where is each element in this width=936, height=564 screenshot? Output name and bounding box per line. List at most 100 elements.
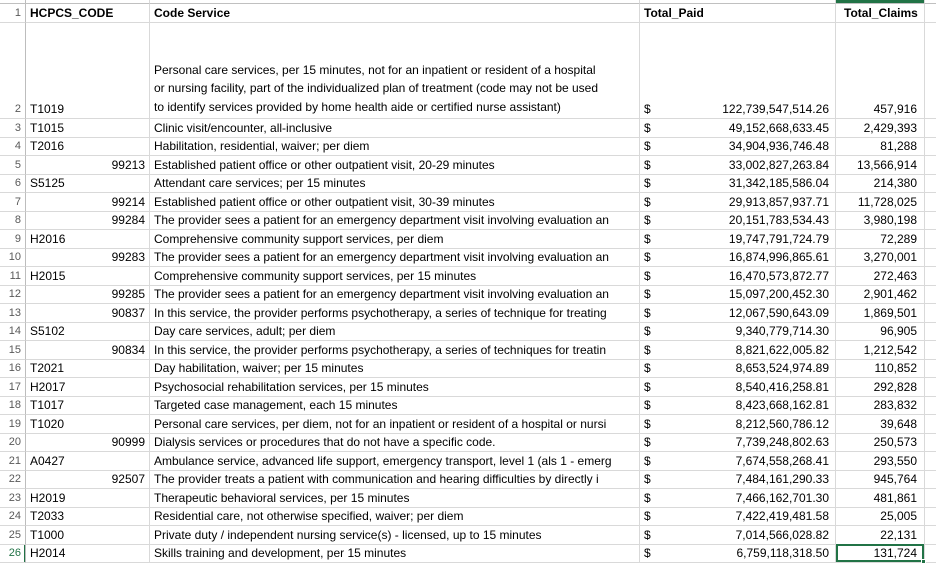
cell-empty[interactable] (925, 23, 936, 119)
cell-service[interactable]: Established patient office or other outp… (150, 193, 640, 212)
cell-service[interactable]: Dialysis services or procedures that do … (150, 433, 640, 452)
row-number[interactable]: 22 (0, 470, 26, 489)
cell-empty[interactable] (925, 434, 936, 452)
cell-paid[interactable]: $31,342,185,586.04 (640, 174, 836, 193)
row-number[interactable]: 15 (0, 341, 26, 360)
cell-paid[interactable]: $6,759,118,318.50 (640, 544, 836, 563)
cell-paid[interactable]: $7,739,248,802.63 (640, 433, 836, 452)
row-number[interactable]: 1 (0, 4, 26, 23)
cell-paid[interactable]: $49,152,668,633.45 (640, 119, 836, 138)
cell-empty[interactable] (925, 489, 936, 508)
cell-hcpcs[interactable]: 92507 (26, 470, 150, 489)
cell-empty[interactable] (925, 119, 936, 138)
cell-hcpcs[interactable]: A0427 (26, 452, 150, 471)
cell-hcpcs[interactable]: S5125 (26, 174, 150, 193)
row-number[interactable]: 8 (0, 211, 26, 230)
cell-empty[interactable] (925, 341, 936, 360)
cell-paid[interactable]: $8,212,560,786.12 (640, 415, 836, 434)
row-number[interactable]: 21 (0, 452, 26, 471)
row-number[interactable]: 13 (0, 304, 26, 323)
cell-claims[interactable]: 110,852 (836, 359, 925, 378)
cell-empty[interactable] (925, 415, 936, 434)
cell-empty[interactable] (925, 471, 936, 489)
cell-claims[interactable]: 96,905 (836, 322, 925, 341)
cell-empty[interactable] (925, 508, 936, 526)
cell-paid[interactable]: $16,874,996,865.61 (640, 248, 836, 267)
cell-claims[interactable]: 81,288 (836, 137, 925, 156)
cell-hcpcs[interactable]: 90999 (26, 433, 150, 452)
cell-hcpcs[interactable]: H2017 (26, 378, 150, 397)
row-number[interactable]: 5 (0, 156, 26, 175)
cell-hcpcs[interactable]: S5102 (26, 322, 150, 341)
cell-hcpcs[interactable]: 99283 (26, 248, 150, 267)
cell-hcpcs[interactable]: 99284 (26, 211, 150, 230)
cell-claims[interactable]: 1,212,542 (836, 341, 925, 360)
cell-empty[interactable] (925, 138, 936, 156)
row-number[interactable]: 3 (0, 119, 26, 138)
cell-paid[interactable]: $122,739,547,514.26 (640, 23, 836, 119)
cell-paid[interactable]: $20,151,783,534.43 (640, 211, 836, 230)
row-number[interactable]: 19 (0, 415, 26, 434)
cell-hcpcs[interactable]: T1000 (26, 526, 150, 545)
cell-empty[interactable] (925, 230, 936, 249)
cell-paid[interactable]: $15,097,200,452.30 (640, 285, 836, 304)
row-number[interactable]: 9 (0, 230, 26, 249)
cell-paid[interactable]: $8,821,622,005.82 (640, 341, 836, 360)
cell-empty[interactable] (925, 286, 936, 304)
cell-empty[interactable] (925, 175, 936, 193)
cell-hcpcs[interactable]: 99213 (26, 156, 150, 175)
cell-empty[interactable] (925, 397, 936, 415)
cell-hcpcs[interactable]: T1020 (26, 415, 150, 434)
fill-handle[interactable] (921, 559, 926, 564)
cell-service[interactable]: In this service, the provider performs p… (150, 304, 640, 323)
row-number[interactable]: 7 (0, 193, 26, 212)
row-number[interactable]: 25 (0, 526, 26, 545)
cell-claims[interactable]: 292,828 (836, 378, 925, 397)
cell-service[interactable]: Day care services, adult; per diem (150, 322, 640, 341)
cell-claims[interactable]: 1,869,501 (836, 304, 925, 323)
cell-claims[interactable]: 945,764 (836, 470, 925, 489)
cell-hcpcs[interactable]: 90837 (26, 304, 150, 323)
cell-hcpcs[interactable]: H2019 (26, 489, 150, 508)
row-number[interactable]: 14 (0, 322, 26, 341)
cell-paid[interactable]: $8,423,668,162.81 (640, 396, 836, 415)
column-c-header[interactable] (640, 0, 836, 4)
cell-claims[interactable]: 2,901,462 (836, 285, 925, 304)
cell-service[interactable]: Personal care services, per diem, not fo… (150, 415, 640, 434)
cell-service[interactable]: Personal care services, per 15 minutes, … (150, 23, 640, 119)
cell-claims[interactable]: 39,648 (836, 415, 925, 434)
cell-hcpcs-header[interactable]: HCPCS_CODE (26, 4, 150, 23)
cell-claims-header[interactable]: Total_Claims (836, 4, 925, 23)
row-number[interactable]: 23 (0, 489, 26, 508)
row-number[interactable]: 11 (0, 267, 26, 286)
cell-service[interactable]: Established patient office or other outp… (150, 156, 640, 175)
cell-service[interactable]: Comprehensive community support services… (150, 267, 640, 286)
row-number[interactable]: 24 (0, 507, 26, 526)
cell-service[interactable]: Psychosocial rehabilitation services, pe… (150, 378, 640, 397)
cell-paid[interactable]: $7,674,558,268.41 (640, 452, 836, 471)
cell-empty[interactable] (925, 378, 936, 397)
cell-empty[interactable] (925, 545, 936, 563)
cell-service[interactable]: The provider sees a patient for an emerg… (150, 285, 640, 304)
row-number[interactable]: 18 (0, 396, 26, 415)
cell-empty[interactable] (925, 452, 936, 471)
cell-claims[interactable]: 283,832 (836, 396, 925, 415)
cell-hcpcs[interactable]: H2016 (26, 230, 150, 249)
cell-hcpcs[interactable]: 99285 (26, 285, 150, 304)
cell-empty[interactable] (925, 4, 936, 23)
cell-hcpcs[interactable]: 90834 (26, 341, 150, 360)
cell-empty[interactable] (925, 249, 936, 267)
cell-claims[interactable]: 272,463 (836, 267, 925, 286)
cell-paid[interactable]: $7,422,419,481.58 (640, 507, 836, 526)
cell-empty[interactable] (925, 156, 936, 175)
cell-empty[interactable] (925, 193, 936, 212)
cell-empty[interactable] (925, 267, 936, 286)
row-number[interactable]: 2 (0, 23, 26, 119)
cell-paid[interactable]: $34,904,936,746.48 (640, 137, 836, 156)
cell-service[interactable]: Clinic visit/encounter, all-inclusive (150, 119, 640, 138)
cell-claims[interactable]: 3,980,198 (836, 211, 925, 230)
cell-service[interactable]: Therapeutic behavioral services, per 15 … (150, 489, 640, 508)
cell-paid[interactable]: $9,340,779,714.30 (640, 322, 836, 341)
cell-paid[interactable]: $33,002,827,263.84 (640, 156, 836, 175)
row-number[interactable]: 26 (0, 544, 26, 563)
